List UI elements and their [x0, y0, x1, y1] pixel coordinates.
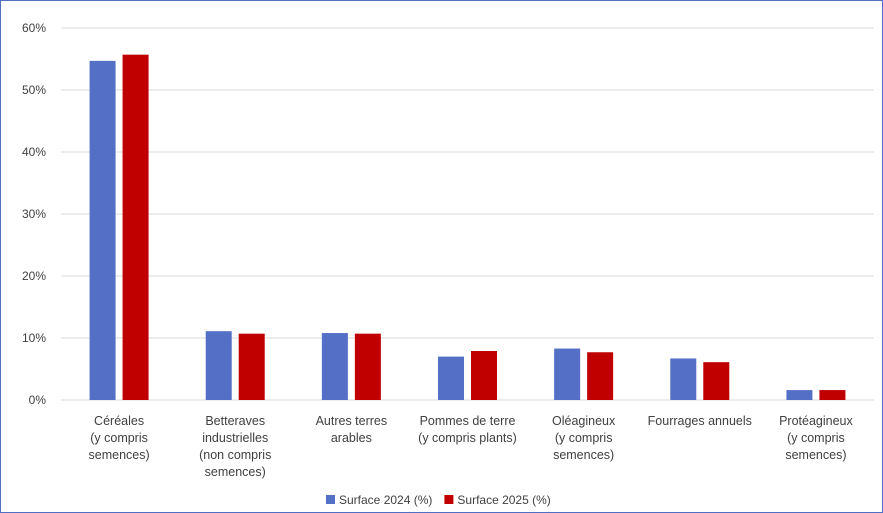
y-tick-label: 50% — [22, 83, 46, 97]
x-tick-label: semences) — [553, 448, 614, 462]
x-tick-label: semences) — [785, 448, 846, 462]
x-tick-label: (y compris — [555, 431, 613, 445]
bar — [89, 60, 116, 401]
legend-label: Surface 2025 (%) — [457, 493, 550, 507]
y-tick-label: 20% — [22, 269, 46, 283]
y-tick-label: 40% — [22, 145, 46, 159]
x-tick-label: (y compris plants) — [418, 431, 517, 445]
y-tick-label: 30% — [22, 207, 46, 221]
bar — [354, 333, 381, 400]
x-tick-label: Pommes de terre — [420, 414, 516, 428]
x-tick-label: Betteraves — [205, 414, 265, 428]
x-tick-label: Céréales — [94, 414, 144, 428]
x-tick-label: Autres terres — [316, 414, 388, 428]
x-tick-label: arables — [331, 431, 372, 445]
bar — [321, 333, 348, 400]
x-tick-label: Oléagineux — [552, 414, 616, 428]
bar — [438, 356, 464, 400]
bar — [122, 54, 149, 400]
x-tick-label: semences) — [205, 465, 266, 479]
bar — [819, 390, 846, 400]
bar — [238, 333, 265, 400]
x-tick-label: (y compris — [90, 431, 148, 445]
y-tick-label: 0% — [29, 393, 47, 407]
bar — [205, 331, 232, 400]
bar — [703, 362, 730, 400]
x-tick-label: Fourrages annuels — [648, 414, 752, 428]
legend-swatch — [444, 495, 454, 504]
bar — [670, 358, 697, 400]
bars — [89, 54, 846, 401]
legend-swatch — [326, 495, 335, 504]
gridlines — [61, 27, 874, 401]
x-tick-label: Protéagineux — [779, 414, 853, 428]
bar — [471, 351, 497, 400]
y-tick-label: 60% — [22, 21, 46, 35]
y-axis: 0% 10% 20% 30% 40% 50% 60% — [22, 21, 46, 407]
bar — [587, 352, 614, 400]
y-tick-label: 10% — [22, 331, 46, 345]
bar — [786, 390, 813, 400]
x-tick-label: (non compris — [199, 448, 271, 462]
x-tick-label: semences) — [89, 448, 150, 462]
legend-label: Surface 2024 (%) — [339, 493, 432, 507]
x-tick-label: (y compris — [787, 431, 845, 445]
legend: Surface 2024 (%) Surface 2025 (%) — [326, 493, 551, 507]
x-tick-label: industrielles — [202, 431, 268, 445]
x-axis: Céréales (y compris semences) Betteraves ind… — [89, 414, 854, 479]
bar — [554, 348, 581, 400]
